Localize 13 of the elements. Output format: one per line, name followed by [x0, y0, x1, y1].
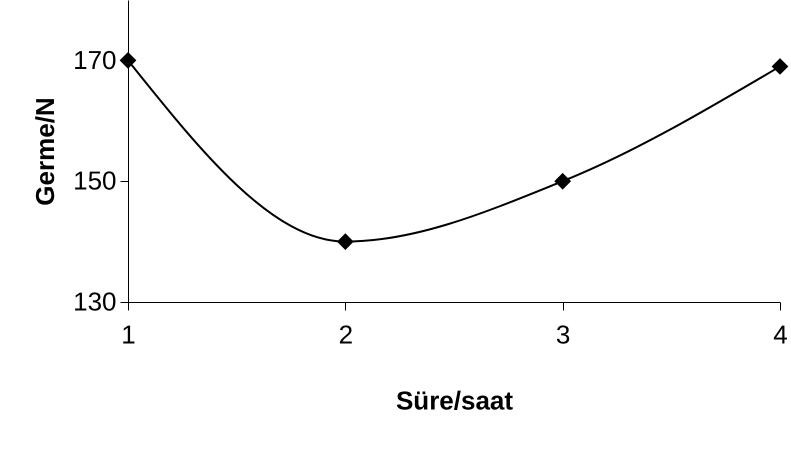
y-axis-title: Germe/N [30, 97, 60, 206]
point [336, 233, 354, 250]
point [120, 52, 136, 69]
y-tick-label: 170 [73, 44, 116, 75]
x-tick-label: 4 [773, 320, 788, 350]
x-tick-label: 1 [121, 320, 136, 350]
y-tick-label: 130 [73, 286, 116, 316]
point [772, 58, 788, 75]
y-tick-label: 150 [73, 166, 116, 196]
x-axis-title: Süre/saat [396, 386, 514, 416]
point [554, 172, 572, 190]
x-tick-label: 3 [556, 320, 570, 350]
x-tick-label: 2 [338, 320, 354, 350]
